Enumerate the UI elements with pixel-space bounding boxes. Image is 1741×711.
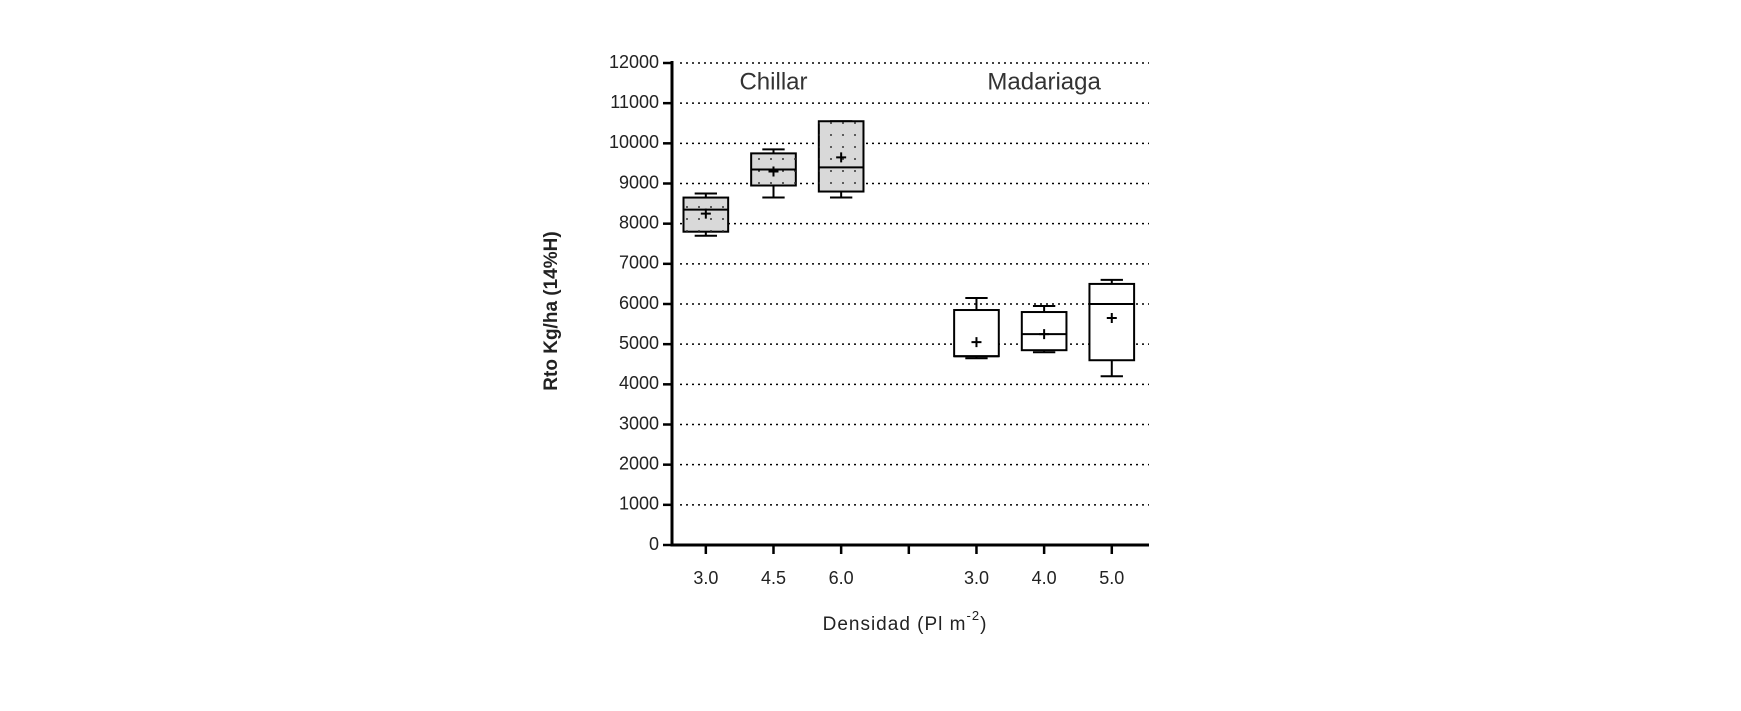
y-tick-label: 11000 [610, 92, 659, 112]
group-label: Madariaga [987, 68, 1101, 95]
box [1088, 282, 1136, 362]
mean-marker [700, 208, 711, 219]
y-tick-label: 9000 [619, 172, 659, 192]
box [1020, 311, 1068, 352]
x-tick-label: 4.0 [1032, 568, 1057, 588]
x-tick-label: 5.0 [1099, 568, 1124, 588]
y-tick-label: 10000 [609, 132, 659, 152]
mean-marker [971, 337, 982, 348]
y-tick-label: 5000 [619, 333, 659, 353]
y-tick-label: 4000 [619, 373, 659, 393]
x-tick-label: 3.0 [693, 568, 718, 588]
mean-marker [1106, 313, 1117, 324]
y-tick-label: 12000 [609, 52, 659, 72]
mean-marker [768, 166, 779, 177]
box [953, 309, 1000, 358]
x-axis-label-end: ) [980, 614, 987, 635]
y-tick-label: 3000 [619, 413, 659, 433]
y-axis-label: Rto Kg/ha (14%H) [541, 231, 562, 390]
mean-marker [836, 152, 847, 163]
group-label: Chillar [739, 68, 807, 95]
y-tick-label: 8000 [619, 212, 659, 232]
x-axis-label-main: Densidad (Pl m [823, 614, 967, 635]
x-tick-label: 6.0 [829, 568, 854, 588]
x-tick-label: 4.5 [761, 568, 786, 588]
y-tick-label: 2000 [619, 453, 659, 473]
y-tick-label: 6000 [619, 293, 659, 313]
y-tick-label: 0 [649, 534, 659, 554]
x-axis-label: Densidad (Pl m-2) [823, 608, 988, 635]
y-tick-label: 1000 [619, 494, 659, 514]
mean-marker [1039, 329, 1050, 340]
x-axis-label-sup: -2 [967, 608, 981, 623]
y-tick-label: 7000 [619, 253, 659, 273]
x-tick-label: 3.0 [964, 568, 989, 588]
